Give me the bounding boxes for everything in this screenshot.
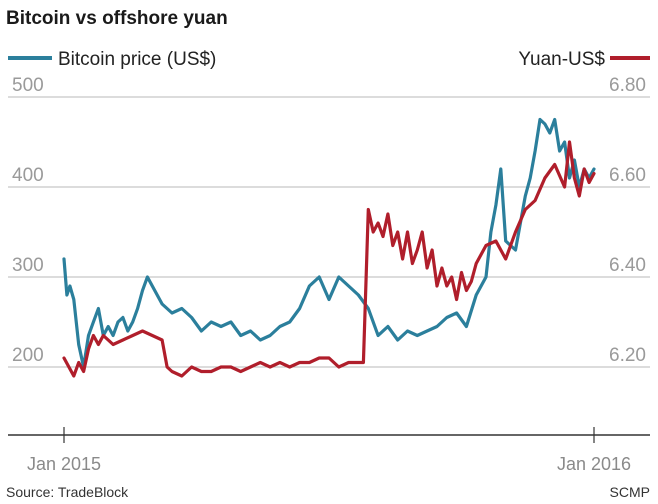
x-tick-label: Jan 2015 — [27, 454, 101, 474]
series-line-bitcoin — [62, 117, 596, 369]
right-tick-label: 6.40 — [609, 255, 646, 276]
right-tick-label: 6.80 — [609, 75, 646, 96]
source-note: Source: TradeBlock — [6, 484, 129, 500]
legend-label-yuan: Yuan-US$ — [518, 49, 605, 70]
left-tick-label: 200 — [12, 345, 44, 366]
x-tick-label: Jan 2016 — [557, 454, 631, 474]
x-axis: Jan 2015 Jan 2016 — [27, 427, 631, 474]
left-tick-label: 500 — [12, 75, 44, 96]
right-tick-label: 6.20 — [609, 345, 646, 366]
legend-label-bitcoin: Bitcoin price (US$) — [58, 49, 216, 70]
left-tick-label: 300 — [12, 255, 44, 276]
right-axis: 6.80 6.60 6.40 6.20 — [609, 75, 646, 366]
grid — [8, 96, 650, 368]
left-tick-label: 400 — [12, 165, 44, 186]
series-line-yuan — [62, 140, 596, 378]
legend: Bitcoin price (US$) Yuan-US$ — [8, 49, 650, 70]
right-tick-label: 6.60 — [609, 165, 646, 186]
left-axis: 500 400 300 200 — [12, 75, 44, 366]
credit-note: SCMP — [610, 484, 650, 500]
chart-title: Bitcoin vs offshore yuan — [6, 8, 228, 29]
series-layer — [62, 117, 596, 378]
